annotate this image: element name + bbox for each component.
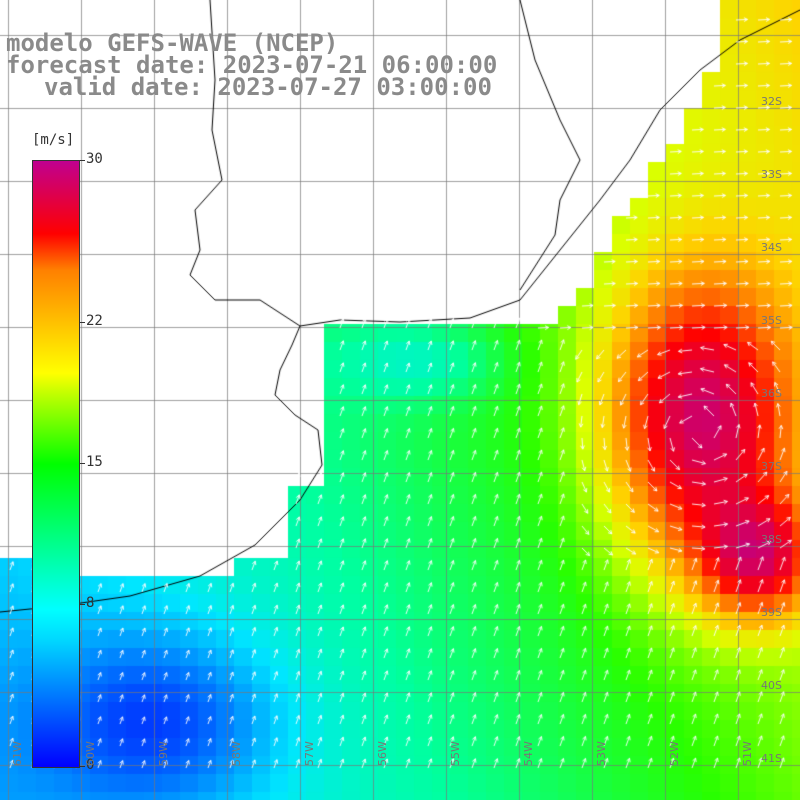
colorbar-tick-label: 8 <box>86 595 95 612</box>
colorbar-tick-mark <box>79 604 85 606</box>
latitude-label: 41S <box>761 752 782 765</box>
colorbar-tick-label: 15 <box>86 454 103 470</box>
colorbar-tick-label: 30 <box>86 151 103 167</box>
colorbar-tick-label: 22 <box>86 312 103 329</box>
colorbar-tick-mark <box>79 321 85 323</box>
longitude-label: 52W <box>668 741 681 766</box>
latitude-label: 35S <box>761 314 782 327</box>
longitude-label: 59W <box>157 741 170 766</box>
longitude-label: 60W <box>84 741 97 766</box>
colorbar-tick-mark <box>79 766 85 767</box>
longitude-label: 56W <box>376 741 389 766</box>
map-title-valid-date: valid date: 2023-07-27 03:00:00 <box>44 73 492 101</box>
map-title-model: modelo GEFS-WAVE (NCEP) <box>6 29 339 57</box>
longitude-label: 54W <box>522 741 535 766</box>
latitude-label: 37S <box>761 460 782 473</box>
latitude-label: 40S <box>761 679 782 692</box>
colorbar-unit-label: [m/s] <box>32 132 75 148</box>
colorbar <box>32 160 80 768</box>
longitude-label: 53W <box>595 741 608 766</box>
map-title-forecast-date: forecast date: 2023-07-21 06:00:00 <box>6 51 498 79</box>
colorbar-tick-label: 0 <box>86 757 95 773</box>
latitude-label: 33S <box>761 168 782 181</box>
latitude-label: 32S <box>761 95 782 108</box>
longitude-label: 61W <box>11 741 24 766</box>
latitude-label: 39S <box>761 606 782 619</box>
longitude-label: 58W <box>230 741 243 766</box>
longitude-label: 57W <box>303 741 316 766</box>
latitude-label: 36S <box>761 387 782 400</box>
colorbar-tick-mark <box>79 463 85 464</box>
colorbar-tick-mark <box>79 160 85 161</box>
latitude-label: 34S <box>761 241 782 254</box>
latitude-label: 38S <box>761 533 782 546</box>
longitude-label: 55W <box>449 741 462 766</box>
longitude-label: 51W <box>741 741 754 766</box>
